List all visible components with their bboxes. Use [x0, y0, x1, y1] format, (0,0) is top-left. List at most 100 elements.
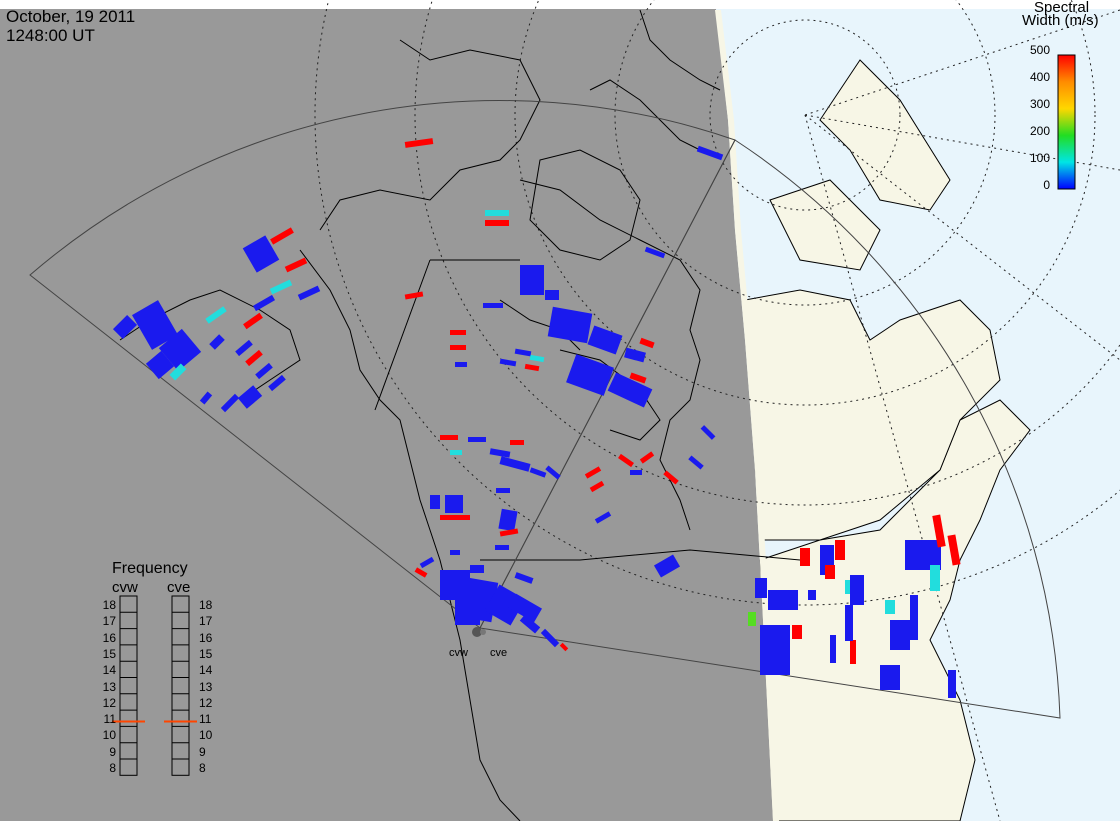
echo-cell — [514, 572, 534, 584]
echo-cell — [630, 470, 642, 475]
echo-cell — [220, 393, 240, 413]
frequency-tick-label: 12 — [102, 695, 116, 710]
echo-cell — [445, 495, 463, 513]
echo-cell — [696, 145, 724, 161]
echo-cell — [205, 306, 227, 324]
longitude-lines — [804, 9, 1120, 821]
site-label-cve: cve — [490, 647, 508, 659]
echo-cell — [947, 534, 961, 566]
echo-cell — [545, 290, 559, 300]
echo-cell — [653, 554, 681, 578]
terminator-band — [715, 10, 779, 821]
echo-cell — [209, 334, 225, 350]
site-label-cvw: cvw — [449, 647, 468, 659]
echo-cell — [845, 605, 853, 641]
echo-cell — [624, 347, 646, 363]
field-of-view — [29, 100, 1061, 719]
colorbar-tick-label: 0 — [1043, 178, 1050, 192]
echo-cell — [540, 628, 560, 648]
echo-cell — [468, 437, 486, 442]
echo-cell — [268, 374, 286, 392]
echo-cell — [594, 511, 612, 524]
echo-cell — [132, 300, 178, 350]
echo-cell — [499, 528, 519, 537]
echo-cell — [885, 600, 895, 614]
echo-cell — [529, 354, 545, 363]
frequency-tick-label: 17 — [199, 614, 213, 629]
echo-cell — [607, 372, 653, 408]
frequency-tick-label: 13 — [199, 679, 213, 694]
echo-cell — [510, 440, 524, 445]
frequency-tick-label: 10 — [102, 728, 116, 743]
echo-cell — [450, 345, 466, 350]
echo-cell — [440, 435, 458, 440]
echo-cell — [414, 567, 428, 578]
echo-cell — [559, 642, 569, 652]
frequency-tick-label: 18 — [102, 598, 116, 612]
frequency-radar-cve-label: cve — [167, 579, 191, 596]
echo-cell — [948, 670, 956, 698]
echo-cell — [470, 565, 484, 573]
echo-cell — [440, 570, 470, 600]
frequency-radar-cvw-label: cvw — [112, 579, 138, 596]
echo-cell — [440, 515, 470, 520]
echo-cell — [455, 600, 480, 625]
echo-cell — [644, 246, 666, 259]
frequency-tick-label: 11 — [199, 712, 212, 727]
echo-cell — [792, 625, 802, 639]
echo-cell — [112, 314, 138, 340]
frequency-tick-label: 12 — [199, 695, 213, 710]
echo-cell — [618, 453, 634, 468]
echo-cell — [450, 550, 460, 555]
frequency-tick-label: 11 — [103, 712, 116, 727]
date-label: October, 19 2011 — [6, 7, 136, 26]
echo-cell — [639, 337, 655, 349]
colorbar-tick-label: 200 — [1029, 124, 1050, 138]
frequency-tick-label: 17 — [102, 614, 116, 629]
echo-cell — [485, 220, 509, 226]
echo-cell — [629, 372, 647, 384]
echo-cell — [252, 294, 276, 312]
echo-cell — [520, 265, 544, 295]
time-label: 1248:00 UT — [6, 26, 95, 45]
frequency-tick-label: 15 — [199, 646, 213, 661]
echo-cell — [495, 545, 509, 550]
echo-cell — [158, 328, 202, 372]
echo-cell — [850, 575, 864, 605]
echo-cell — [755, 578, 767, 598]
top-strip — [0, 0, 1120, 9]
echo-cell — [760, 625, 790, 675]
echo-cell — [700, 425, 716, 440]
echo-cell — [485, 210, 509, 216]
echo-cell — [584, 466, 602, 479]
echo-cell — [663, 470, 679, 485]
frequency-tick-label: 9 — [109, 744, 116, 759]
echo-cell — [243, 312, 263, 330]
frequency-tick-label: 14 — [199, 663, 213, 678]
echo-cell — [242, 235, 280, 273]
echo-cell — [484, 584, 526, 626]
echo-cell — [237, 385, 263, 409]
echo-cell — [748, 612, 756, 626]
frequency-tick-label: 16 — [102, 630, 116, 645]
echo-cell — [297, 285, 321, 301]
echo-cell — [850, 640, 856, 664]
echo-cell — [404, 291, 424, 300]
colorbar-tick-label: 400 — [1029, 70, 1050, 84]
echo-cell — [800, 548, 810, 566]
echo-cell — [404, 138, 434, 148]
cve-site-marker — [480, 629, 486, 635]
echo-cell — [639, 451, 655, 464]
echo-cell — [498, 508, 518, 532]
echo-cell — [529, 467, 547, 478]
echo-cell — [830, 635, 836, 663]
radar-sites — [472, 627, 486, 637]
frequency-tick-label: 10 — [199, 728, 213, 743]
frequency-tick-label: 16 — [199, 630, 213, 645]
echo-cell — [930, 565, 940, 591]
echo-cell — [589, 480, 605, 493]
echo-cell — [269, 279, 293, 295]
frequency-scale-box — [119, 595, 138, 776]
frequency-tick-label: 18 — [199, 598, 213, 612]
